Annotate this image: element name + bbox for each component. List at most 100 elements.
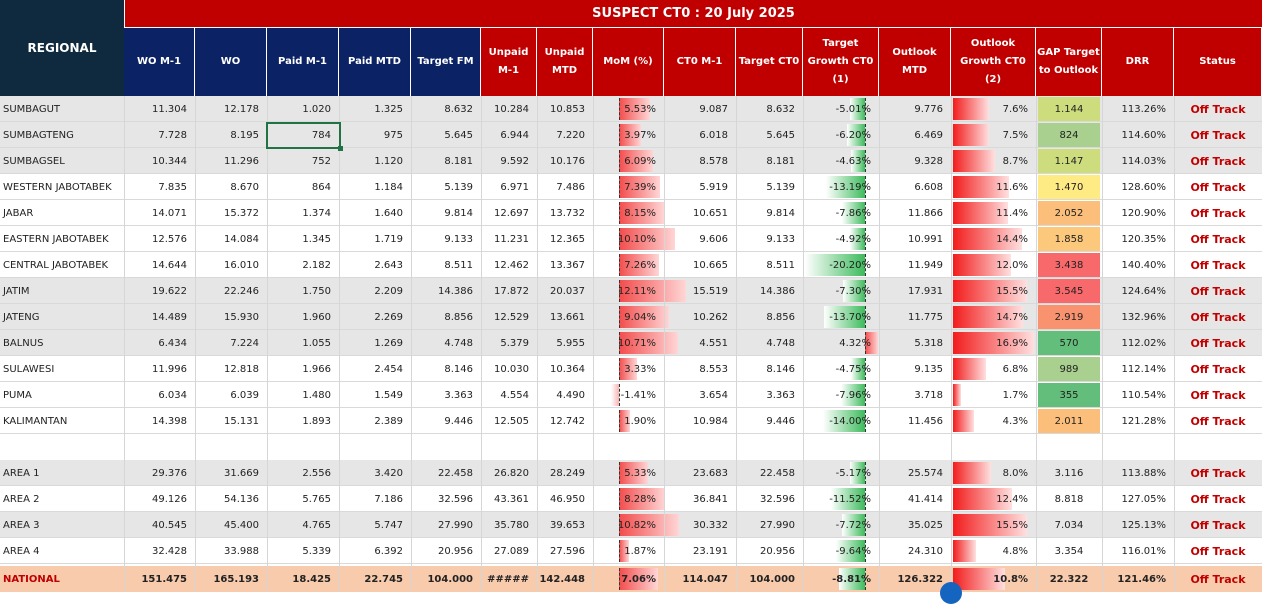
- cell-paid-m1[interactable]: 5.339: [302, 545, 331, 557]
- cell-target-ct0[interactable]: 4.748: [766, 337, 795, 349]
- cell-ct0-m1[interactable]: 10.984: [693, 415, 728, 427]
- cell-target-fm[interactable]: 32.596: [438, 493, 473, 505]
- cell-unpaid-m1[interactable]: 6.971: [500, 181, 529, 193]
- cell-drr[interactable]: 125.13%: [1121, 519, 1167, 531]
- floating-action-icon[interactable]: [940, 582, 962, 604]
- cell-drr[interactable]: 116.01%: [1121, 545, 1167, 557]
- cell-target-fm[interactable]: 4.748: [444, 337, 473, 349]
- cell-gap[interactable]: 989: [1059, 363, 1079, 375]
- row-label[interactable]: AREA 3: [3, 519, 40, 531]
- cell-gap[interactable]: 1.470: [1054, 181, 1084, 193]
- cell-outlook-growth[interactable]: 6.8%: [1002, 363, 1028, 375]
- cell-wo-m1[interactable]: 14.489: [152, 311, 187, 323]
- cell-outlook-mtd[interactable]: 41.414: [908, 493, 943, 505]
- cell-target-fm[interactable]: 8.146: [444, 363, 473, 375]
- cell-unpaid-m1[interactable]: #####: [487, 573, 529, 585]
- cell-status[interactable]: Off Track: [1190, 232, 1246, 246]
- cell-outlook-mtd[interactable]: 6.608: [914, 181, 943, 193]
- cell-drr[interactable]: 112.14%: [1121, 363, 1167, 375]
- cell-target-growth[interactable]: -6.20%: [835, 129, 871, 141]
- cell-drr[interactable]: 128.60%: [1121, 181, 1167, 193]
- cell-target-fm[interactable]: 5.645: [444, 129, 473, 141]
- cell-target-ct0[interactable]: 8.511: [766, 259, 795, 271]
- cell-status[interactable]: Off Track: [1190, 206, 1246, 220]
- cell-status[interactable]: Off Track: [1190, 518, 1246, 532]
- cell-outlook-growth[interactable]: 16.9%: [996, 337, 1028, 349]
- cell-target-ct0[interactable]: 8.181: [766, 155, 795, 167]
- cell-target-growth[interactable]: -4.75%: [835, 363, 871, 375]
- cell-paid-mtd[interactable]: 1.640: [374, 207, 403, 219]
- cell-mom[interactable]: 5.33%: [624, 467, 656, 479]
- cell-outlook-growth[interactable]: 4.8%: [1002, 545, 1028, 557]
- cell-target-fm[interactable]: 8.511: [444, 259, 473, 271]
- cell-wo-m1[interactable]: 14.071: [152, 207, 187, 219]
- cell-mom[interactable]: 5.53%: [624, 103, 656, 115]
- cell-target-growth[interactable]: -5.01%: [835, 103, 871, 115]
- cell-status[interactable]: Off Track: [1190, 336, 1246, 350]
- cell-outlook-mtd[interactable]: 11.949: [908, 259, 943, 271]
- cell-target-growth[interactable]: -8.81%: [832, 573, 871, 585]
- cell-paid-m1[interactable]: 1.374: [302, 207, 331, 219]
- cell-mom[interactable]: 7.39%: [624, 181, 656, 193]
- cell-paid-mtd[interactable]: 7.186: [374, 493, 403, 505]
- cell-unpaid-m1[interactable]: 12.529: [494, 311, 529, 323]
- cell-paid-mtd[interactable]: 975: [383, 129, 403, 141]
- cell-outlook-growth[interactable]: 11.6%: [996, 181, 1028, 193]
- cell-paid-m1[interactable]: 752: [311, 155, 331, 167]
- cell-drr[interactable]: 127.05%: [1121, 493, 1167, 505]
- cell-paid-m1[interactable]: 2.182: [302, 259, 331, 271]
- cell-target-ct0[interactable]: 8.632: [766, 103, 795, 115]
- cell-mom[interactable]: 10.71%: [617, 337, 656, 349]
- cell-target-fm[interactable]: 9.133: [444, 233, 473, 245]
- cell-unpaid-mtd[interactable]: 142.448: [539, 573, 585, 585]
- row-label[interactable]: CENTRAL JABOTABEK: [3, 259, 109, 271]
- cell-wo-m1[interactable]: 40.545: [152, 519, 187, 531]
- cell-mom[interactable]: 7.26%: [624, 259, 656, 271]
- regional-header[interactable]: REGIONAL: [0, 0, 124, 96]
- cell-ct0-m1[interactable]: 5.919: [699, 181, 728, 193]
- cell-target-growth[interactable]: -4.63%: [835, 155, 871, 167]
- cell-target-fm[interactable]: 9.446: [444, 415, 473, 427]
- cell-paid-m1[interactable]: 1.750: [302, 285, 331, 297]
- row-label[interactable]: EASTERN JABOTABEK: [3, 233, 109, 245]
- cell-target-fm[interactable]: 14.386: [438, 285, 473, 297]
- cell-unpaid-mtd[interactable]: 27.596: [550, 545, 585, 557]
- cell-target-growth[interactable]: -9.64%: [835, 545, 871, 557]
- column-header[interactable]: Paid M-1: [267, 27, 339, 96]
- cell-target-fm[interactable]: 3.363: [444, 389, 473, 401]
- cell-outlook-growth[interactable]: 8.0%: [1002, 467, 1028, 479]
- cell-wo-m1[interactable]: 32.428: [152, 545, 187, 557]
- cell-ct0-m1[interactable]: 3.654: [699, 389, 728, 401]
- cell-paid-m1[interactable]: 1.966: [302, 363, 331, 375]
- column-header[interactable]: MoM (%): [593, 27, 664, 96]
- cell-unpaid-mtd[interactable]: 7.220: [556, 129, 585, 141]
- cell-unpaid-m1[interactable]: 12.697: [494, 207, 529, 219]
- cell-wo[interactable]: 54.136: [224, 493, 259, 505]
- cell-target-fm[interactable]: 5.139: [444, 181, 473, 193]
- cell-paid-mtd[interactable]: 2.389: [374, 415, 403, 427]
- cell-drr[interactable]: 132.96%: [1121, 311, 1167, 323]
- row-label[interactable]: JATIM: [3, 285, 30, 297]
- cell-paid-m1[interactable]: 2.556: [302, 467, 331, 479]
- row-label[interactable]: AREA 2: [3, 493, 40, 505]
- cell-outlook-mtd[interactable]: 9.328: [914, 155, 943, 167]
- cell-unpaid-mtd[interactable]: 13.661: [550, 311, 585, 323]
- cell-outlook-mtd[interactable]: 11.456: [908, 415, 943, 427]
- cell-unpaid-m1[interactable]: 26.820: [494, 467, 529, 479]
- cell-status[interactable]: Off Track: [1190, 544, 1246, 558]
- cell-ct0-m1[interactable]: 36.841: [693, 493, 728, 505]
- column-header[interactable]: Status: [1174, 27, 1262, 96]
- cell-mom[interactable]: 12.11%: [617, 285, 656, 297]
- cell-outlook-growth[interactable]: 7.5%: [1002, 129, 1028, 141]
- cell-outlook-mtd[interactable]: 17.931: [908, 285, 943, 297]
- cell-unpaid-mtd[interactable]: 13.732: [550, 207, 585, 219]
- cell-target-growth[interactable]: -7.86%: [835, 207, 871, 219]
- cell-wo-m1[interactable]: 10.344: [152, 155, 187, 167]
- fill-handle[interactable]: [338, 146, 343, 151]
- cell-gap[interactable]: 570: [1059, 337, 1079, 349]
- cell-target-ct0[interactable]: 8.146: [766, 363, 795, 375]
- cell-wo-m1[interactable]: 6.034: [158, 389, 187, 401]
- active-cell-selection[interactable]: [266, 122, 341, 149]
- cell-unpaid-mtd[interactable]: 10.364: [550, 363, 585, 375]
- cell-outlook-mtd[interactable]: 9.135: [914, 363, 943, 375]
